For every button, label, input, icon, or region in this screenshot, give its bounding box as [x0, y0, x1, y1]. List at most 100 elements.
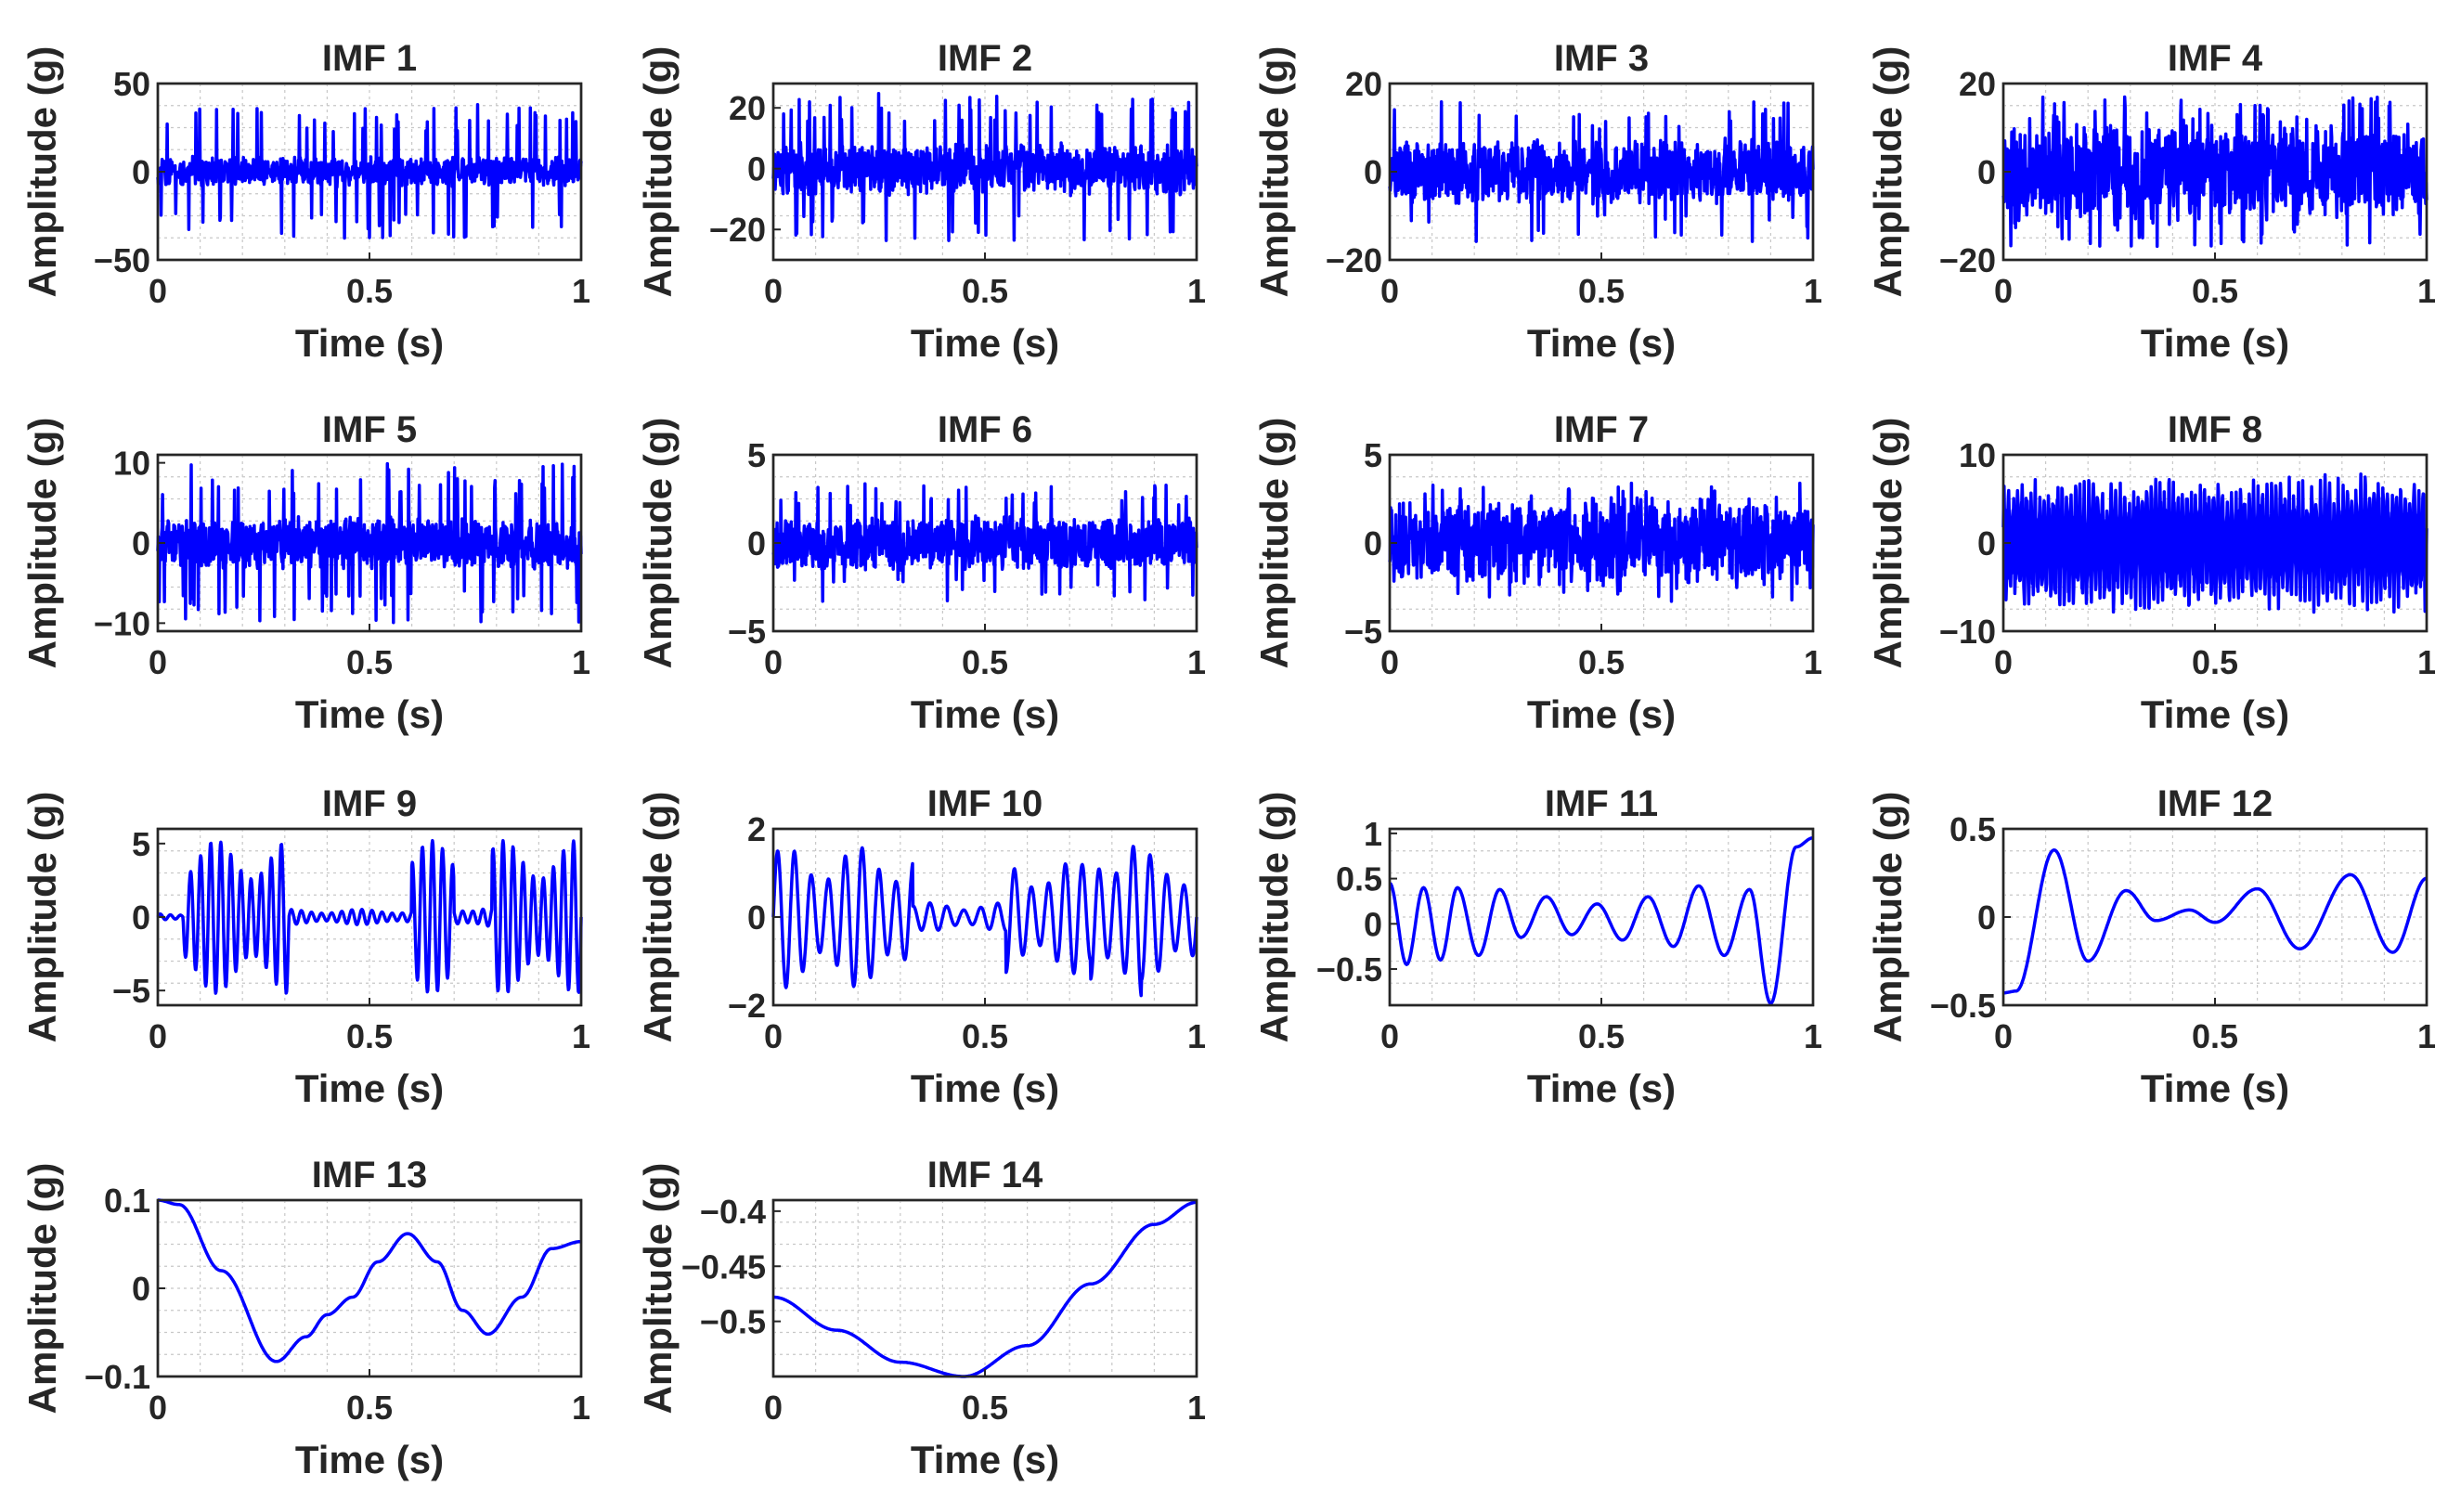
- y-tick-label: 0: [747, 898, 766, 937]
- y-tick-label: −5: [728, 613, 766, 651]
- y-tick-label: −10: [1939, 613, 1996, 651]
- y-axis-label: Amplitude (g): [1866, 46, 1910, 298]
- x-tick-label: 0.5: [962, 272, 1008, 310]
- y-axis-label: Amplitude (g): [636, 46, 680, 298]
- x-tick-label: 0: [764, 1389, 783, 1427]
- y-tick-label: −5: [1344, 613, 1382, 651]
- y-tick-label: 1: [1364, 815, 1382, 853]
- x-tick-label: 0.5: [2192, 272, 2238, 310]
- y-tick-label: 0: [132, 524, 150, 562]
- subplot-imf-9: IMF 9 0 0.5 1 5 0 −5 Time (s) Amplitude (g): [20, 783, 590, 1110]
- x-axis-label: Time (s): [1527, 692, 1676, 736]
- y-tick-label: 20: [1345, 65, 1382, 103]
- x-tick-label: 0: [1380, 643, 1399, 681]
- subplot-title: IMF 4: [2168, 38, 2263, 79]
- x-tick-label: 0.5: [962, 1389, 1008, 1427]
- subplot-title: IMF 5: [322, 409, 417, 450]
- y-tick-label: 20: [1959, 65, 1996, 103]
- y-tick-label: 5: [747, 436, 766, 474]
- x-tick-label: 1: [572, 1389, 590, 1427]
- y-tick-label: 0: [132, 1270, 150, 1308]
- y-tick-label: −0.1: [84, 1358, 150, 1396]
- subplot-title: IMF 1: [322, 38, 417, 79]
- x-axis-label: Time (s): [2141, 1066, 2289, 1110]
- x-tick-label: 0.5: [1578, 1017, 1625, 1055]
- x-tick-label: 0.5: [346, 272, 393, 310]
- y-tick-label: −20: [1326, 241, 1382, 279]
- x-tick-label: 1: [1187, 1017, 1206, 1055]
- y-tick-label: −5: [112, 972, 150, 1010]
- subplot-title: IMF 12: [2157, 783, 2273, 824]
- x-axis-label: Time (s): [1527, 1066, 1676, 1110]
- y-tick-label: −20: [709, 211, 766, 249]
- subplot-imf-14: IMF 14 0 0.5 1 −0.4 −0.45 −0.5 Time (s) Amplitud…: [636, 1155, 1206, 1481]
- y-axis-label: Amplitude (g): [20, 418, 64, 669]
- y-tick-label: −0.5: [1930, 987, 1996, 1025]
- subplot-title: IMF 3: [1554, 38, 1649, 79]
- y-tick-label: 5: [1364, 436, 1382, 474]
- y-tick-label: 0: [1364, 905, 1382, 943]
- y-axis-label: Amplitude (g): [20, 792, 64, 1043]
- y-tick-label: 0.5: [1336, 860, 1382, 898]
- x-tick-label: 0: [1994, 643, 2013, 681]
- y-axis-label: Amplitude (g): [636, 418, 680, 669]
- y-tick-label: −0.5: [700, 1303, 766, 1341]
- y-tick-label: 0: [1977, 153, 1996, 191]
- x-axis-label: Time (s): [911, 321, 1059, 365]
- x-tick-label: 0.5: [962, 1017, 1008, 1055]
- y-tick-label: −0.5: [1316, 950, 1382, 989]
- imf-7-trace: [1388, 481, 1815, 603]
- y-tick-label: 10: [113, 445, 150, 483]
- y-axis-label: Amplitude (g): [1252, 418, 1296, 669]
- y-axis-label: Amplitude (g): [1866, 792, 1910, 1043]
- imf-6-trace: [771, 482, 1198, 603]
- imf-2-trace: [771, 91, 1198, 242]
- x-tick-label: 0: [1380, 272, 1399, 310]
- x-tick-label: 1: [1804, 1017, 1822, 1055]
- y-tick-label: 0: [132, 153, 150, 191]
- y-tick-label: 2: [747, 810, 766, 848]
- y-axis-label: Amplitude (g): [1866, 418, 1910, 669]
- x-tick-label: 0: [149, 1389, 167, 1427]
- subplot-title: IMF 9: [322, 783, 417, 824]
- x-axis-label: Time (s): [2141, 321, 2289, 365]
- x-axis-label: Time (s): [911, 1438, 1059, 1481]
- y-tick-label: 0: [747, 524, 766, 562]
- subplot-imf-11: IMF 11 0 0.5 1 1 0.5 0 −0.5 Time (s) Amplitude (g…: [1252, 783, 1822, 1110]
- x-tick-label: 1: [1804, 643, 1822, 681]
- y-axis-label: Amplitude (g): [20, 46, 64, 298]
- imf-3-trace: [1388, 99, 1815, 243]
- x-tick-label: 0.5: [346, 643, 393, 681]
- y-axis-label: Amplitude (g): [1252, 46, 1296, 298]
- x-axis-label: Time (s): [2141, 692, 2289, 736]
- subplot-imf-2: IMF 2 0 0.5 1 20 0 −20 Time (s) Amplitude (g): [636, 38, 1206, 365]
- imf-4-trace: [2001, 95, 2429, 249]
- y-tick-label: 20: [729, 89, 766, 127]
- imf-9-trace: [156, 838, 583, 995]
- x-tick-label: 1: [2417, 272, 2436, 310]
- x-tick-label: 0.5: [2192, 1017, 2238, 1055]
- y-tick-label: 0: [132, 898, 150, 937]
- subplot-title: IMF 13: [312, 1155, 427, 1195]
- x-tick-label: 1: [572, 272, 590, 310]
- x-tick-label: 0.5: [962, 643, 1008, 681]
- y-axis-label: Amplitude (g): [20, 1163, 64, 1415]
- x-tick-label: 1: [1187, 1389, 1206, 1427]
- imf-10-trace: [771, 845, 1198, 998]
- y-tick-label: 0: [1364, 524, 1382, 562]
- x-tick-label: 0: [149, 643, 167, 681]
- x-tick-label: 0: [149, 1017, 167, 1055]
- x-tick-label: 1: [1187, 643, 1206, 681]
- y-tick-label: −10: [94, 604, 150, 642]
- y-tick-label: 0.5: [1949, 810, 1996, 848]
- subplot-title: IMF 8: [2168, 409, 2262, 450]
- x-axis-label: Time (s): [911, 692, 1059, 736]
- y-tick-label: 0: [1364, 153, 1382, 191]
